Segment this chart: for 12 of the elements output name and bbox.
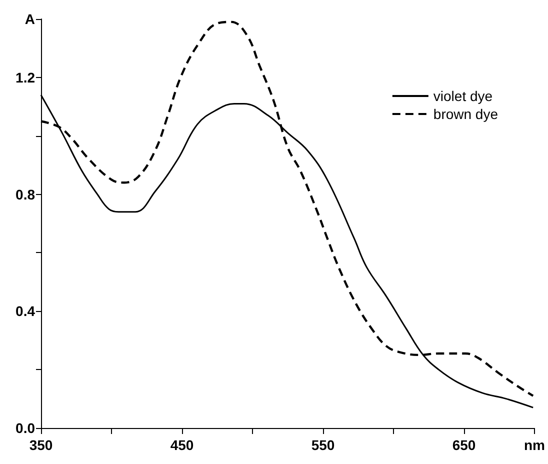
x-tick-label: 350 [29,437,53,453]
legend-label: brown dye [433,106,498,122]
text: 0.0 [16,420,35,436]
y-tick-label: A [24,11,35,27]
y-tick-label: 1.2 [16,69,36,86]
legend-label: violet dye [433,88,493,104]
x-tick-label: 450 [170,437,194,453]
x-tick-label: 550 [311,437,335,453]
x-tick-label: 650 [452,437,476,453]
y-tick-label: 0.8 [16,186,36,202]
x-tick-label: nm [524,437,545,453]
y-tick-label: 0.4 [16,303,36,320]
